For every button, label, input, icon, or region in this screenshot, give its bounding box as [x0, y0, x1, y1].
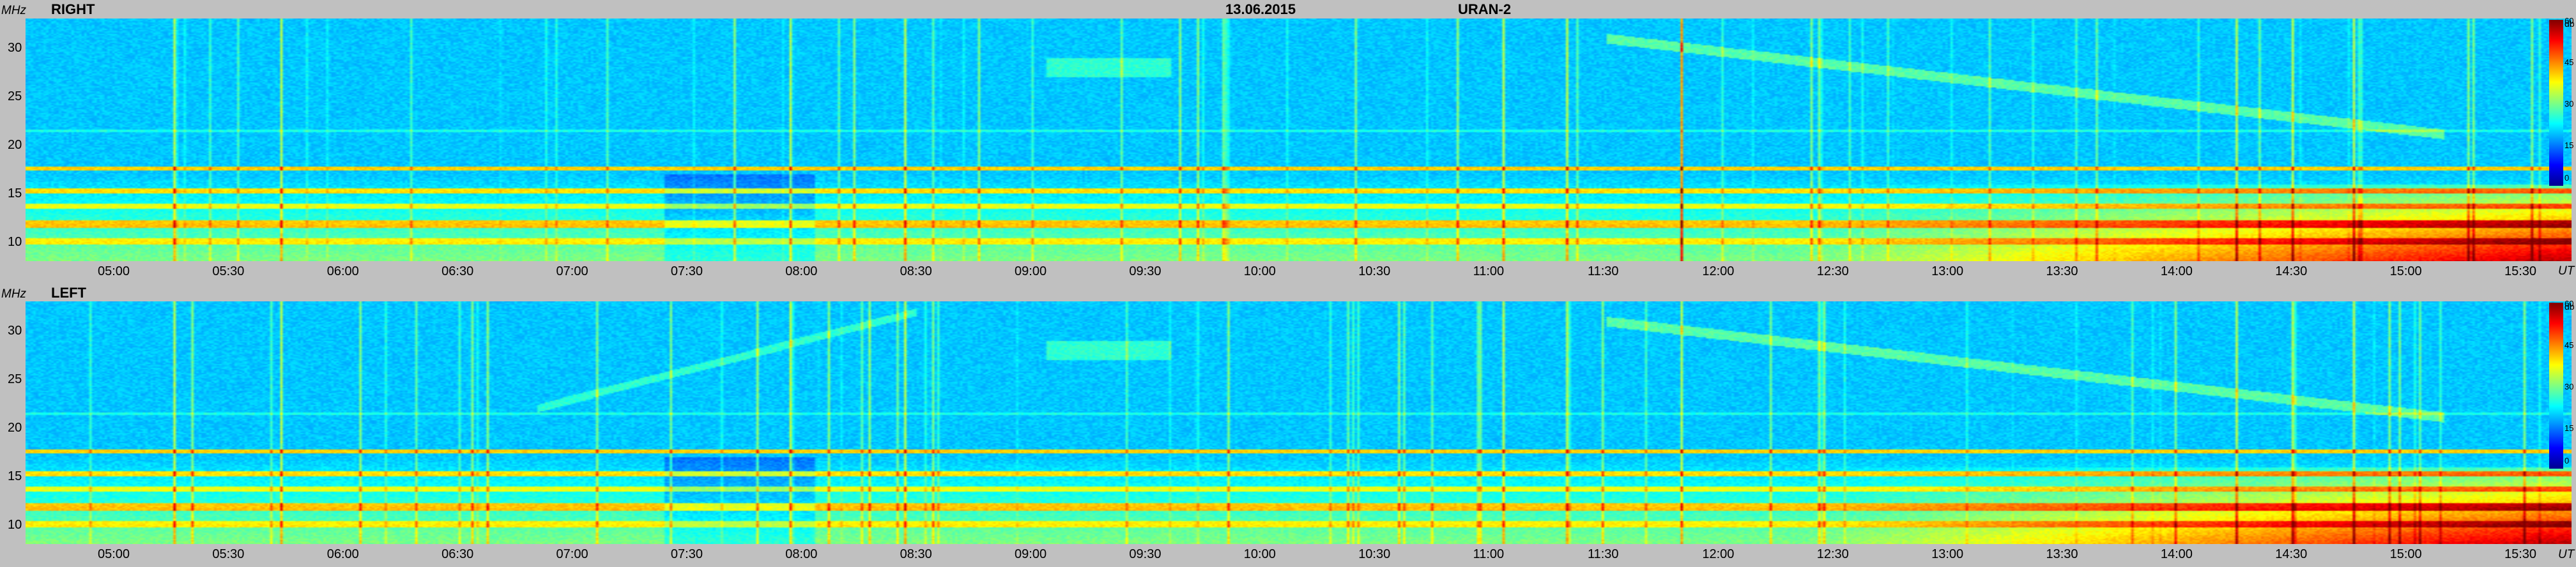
- x-tick-label: 10:30: [1358, 547, 1391, 561]
- x-tick-label: 11:00: [1473, 264, 1505, 278]
- x-tick-label: 06:00: [326, 264, 359, 278]
- y-tick-label: 10: [8, 234, 22, 249]
- x-tick-label: 13:30: [2046, 547, 2078, 561]
- y-axis-label-right: MHz: [1, 4, 27, 17]
- y-tick-label: 25: [8, 89, 22, 103]
- panel-title-right: RIGHT: [51, 1, 95, 17]
- x-tick-label: 10:30: [1358, 264, 1391, 278]
- x-tick-label: 07:00: [556, 547, 588, 561]
- x-tick-label: 12:00: [1702, 264, 1735, 278]
- x-tick-label: 08:30: [900, 264, 932, 278]
- colorbar-tick-label: 15: [2564, 140, 2574, 150]
- colorbar-tick-label: 0: [2564, 173, 2570, 183]
- spectrogram-left: [26, 301, 2572, 544]
- y-tick-label: 15: [8, 186, 22, 200]
- x-tick-label: 07:30: [670, 547, 703, 561]
- x-tick-label: 13:00: [1931, 547, 1964, 561]
- x-axis-label-left: UT: [2558, 548, 2575, 561]
- x-tick-label: 14:30: [2275, 264, 2308, 278]
- x-tick-label: 05:00: [98, 547, 130, 561]
- x-tick-label: 06:30: [441, 264, 474, 278]
- x-tick-label: 09:00: [1015, 547, 1047, 561]
- y-tick-label: 20: [8, 137, 22, 152]
- y-tick-label: 15: [8, 469, 22, 483]
- x-tick-label: 08:00: [785, 547, 818, 561]
- x-tick-label: 11:30: [1587, 547, 1619, 561]
- colorbar-tick-label: 45: [2564, 340, 2574, 350]
- x-tick-label: 10:00: [1243, 264, 1276, 278]
- spectrogram-right: [26, 19, 2572, 261]
- chart-date: 13.06.2015: [1225, 1, 1296, 17]
- y-tick-label: 30: [8, 323, 22, 338]
- x-tick-label: 11:30: [1587, 264, 1619, 278]
- x-tick-label: 07:00: [556, 264, 588, 278]
- x-tick-label: 09:30: [1129, 547, 1162, 561]
- x-tick-label: 10:00: [1243, 547, 1276, 561]
- y-tick-label: 20: [8, 420, 22, 435]
- x-tick-label: 14:00: [2160, 547, 2193, 561]
- colorbar-tick-label: 0: [2564, 456, 2570, 465]
- x-tick-label: 05:30: [212, 264, 245, 278]
- x-tick-label: 05:00: [98, 264, 130, 278]
- x-tick-label: 05:30: [212, 547, 245, 561]
- instrument-name: URAN-2: [1458, 1, 1512, 17]
- x-axis-label-right: UT: [2558, 264, 2575, 278]
- colorbar-tick-label: 15: [2564, 423, 2574, 433]
- colorbar-unit-label: db: [2564, 301, 2575, 312]
- spectrogram-panel-right: [26, 19, 2572, 284]
- x-tick-label: 12:30: [1816, 264, 1849, 278]
- x-tick-label: 06:00: [326, 547, 359, 561]
- x-tick-label: 12:30: [1816, 547, 1849, 561]
- y-tick-label: 30: [8, 40, 22, 55]
- x-tick-label: 08:00: [785, 264, 818, 278]
- x-tick-label: 15:30: [2504, 547, 2537, 561]
- x-tick-label: 06:30: [441, 547, 474, 561]
- x-tick-label: 13:30: [2046, 264, 2078, 278]
- colorbar-tick-label: 30: [2564, 99, 2574, 109]
- x-tick-label: 11:00: [1473, 547, 1505, 561]
- y-tick-label: 10: [8, 517, 22, 532]
- x-tick-label: 15:00: [2389, 547, 2422, 561]
- colorbar: [2549, 303, 2563, 469]
- y-axis-label-left: MHz: [1, 287, 27, 301]
- x-tick-label: 12:00: [1702, 547, 1735, 561]
- panel-title-left: LEFT: [51, 285, 86, 301]
- colorbar-tick-label: 30: [2564, 382, 2574, 391]
- colorbar: [2549, 20, 2563, 186]
- x-tick-label: 14:00: [2160, 264, 2193, 278]
- x-tick-label: 09:00: [1015, 264, 1047, 278]
- y-tick-label: 25: [8, 372, 22, 386]
- x-tick-label: 08:30: [900, 547, 932, 561]
- colorbar-unit-label: db: [2564, 19, 2575, 29]
- x-tick-label: 15:00: [2389, 264, 2422, 278]
- x-tick-label: 09:30: [1129, 264, 1162, 278]
- colorbar-tick-label: 45: [2564, 57, 2574, 67]
- colorbar-tick-label: 60: [2564, 16, 2574, 26]
- x-tick-label: 13:00: [1931, 264, 1964, 278]
- x-tick-label: 07:30: [670, 264, 703, 278]
- spectrogram-panel-left: [26, 301, 2572, 567]
- x-tick-label: 14:30: [2275, 547, 2308, 561]
- colorbar-tick-label: 60: [2564, 299, 2574, 308]
- x-tick-label: 15:30: [2504, 264, 2537, 278]
